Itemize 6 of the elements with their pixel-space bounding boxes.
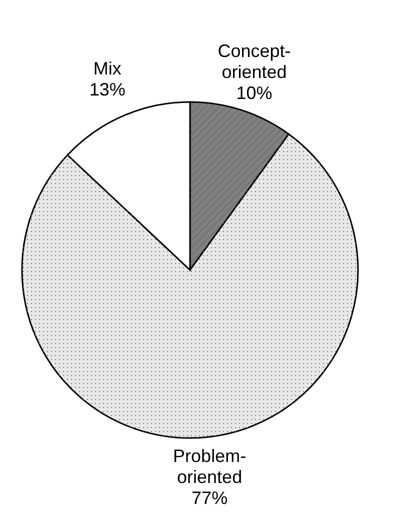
data-label: 77% — [192, 488, 228, 508]
data-label: 13% — [89, 80, 126, 100]
slice-label: Concept-oriented — [218, 41, 291, 82]
data-label: 10% — [236, 83, 272, 104]
slice-label: Mix — [93, 58, 122, 79]
slice-label: Problem-oriented — [173, 446, 246, 488]
